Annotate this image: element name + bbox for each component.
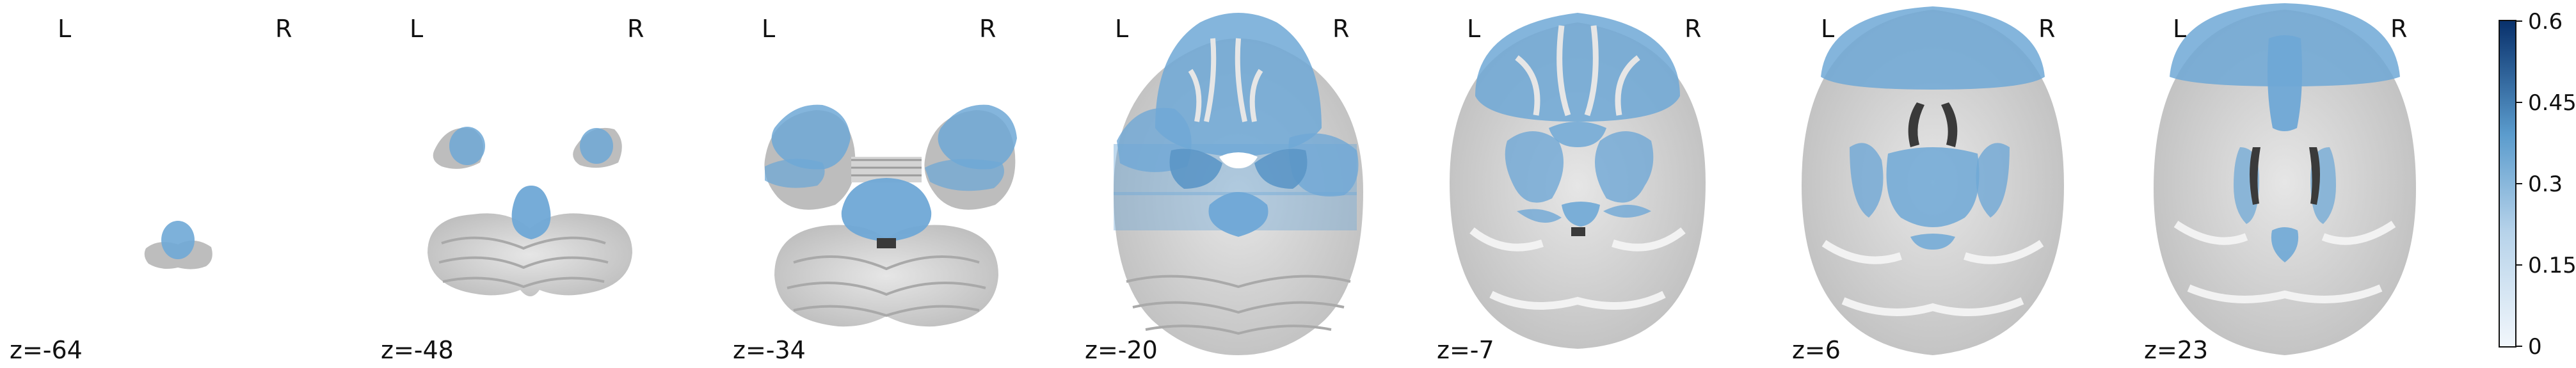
- slice-coordinate-label: z=23: [2144, 336, 2208, 364]
- slice-panel-z-34: L R z=-34: [733, 15, 1017, 364]
- left-orientation-label: L: [1821, 15, 1834, 43]
- right-orientation-label: R: [627, 15, 644, 43]
- left-orientation-label: L: [1467, 15, 1480, 43]
- brain-slice-image: [764, 104, 1017, 327]
- slice-coordinate-label: z=-48: [381, 336, 454, 364]
- colorbar-gradient: [2499, 20, 2516, 348]
- slice-panel-z-64: L R z=-64: [10, 15, 292, 364]
- slice-panel-z23: L R z=23: [2144, 3, 2416, 364]
- slice-coordinate-label: z=-7: [1437, 336, 1494, 364]
- brain-slice-image: [144, 221, 212, 269]
- slice-panel-z-20: L R z=-20: [1085, 13, 1363, 364]
- brain-slice-image: [2154, 3, 2416, 355]
- brain-slice-image: [1114, 13, 1363, 355]
- brain-slice-image: [1802, 6, 2064, 355]
- slice-coordinate-label: z=-20: [1085, 336, 1158, 364]
- colorbar-tick-label: 0.6: [2528, 9, 2563, 35]
- colorbar-tick-label: 0.45: [2528, 90, 2576, 116]
- left-orientation-label: L: [410, 15, 423, 43]
- right-orientation-label: R: [979, 15, 996, 43]
- brain-slice-image: [1450, 13, 1706, 349]
- right-orientation-label: R: [2390, 15, 2407, 43]
- right-orientation-label: R: [1332, 15, 1349, 43]
- slice-panel-z6: L R z=6: [1792, 6, 2064, 364]
- right-orientation-label: R: [1684, 15, 1701, 43]
- colorbar: 0.6 0.45 0.3 0.15 0: [2499, 9, 2576, 360]
- slice-coordinate-label: z=-34: [733, 336, 806, 364]
- left-orientation-label: L: [58, 15, 71, 43]
- brain-slice-image: [428, 127, 632, 296]
- colorbar-tick-label: 0: [2528, 334, 2542, 360]
- slice-coordinate-label: z=-64: [10, 336, 83, 364]
- left-orientation-label: L: [762, 15, 775, 43]
- colorbar-tick-label: 0.15: [2528, 253, 2576, 278]
- slice-panel-z-7: L R z=-7: [1437, 13, 1706, 364]
- right-orientation-label: R: [2038, 15, 2055, 43]
- slice-panel-z-48: L R z=-48: [381, 15, 644, 364]
- colorbar-tick-label: 0.3: [2528, 172, 2563, 197]
- slice-coordinate-label: z=6: [1792, 336, 1841, 364]
- left-orientation-label: L: [2173, 15, 2186, 43]
- right-orientation-label: R: [275, 15, 292, 43]
- left-orientation-label: L: [1115, 15, 1128, 43]
